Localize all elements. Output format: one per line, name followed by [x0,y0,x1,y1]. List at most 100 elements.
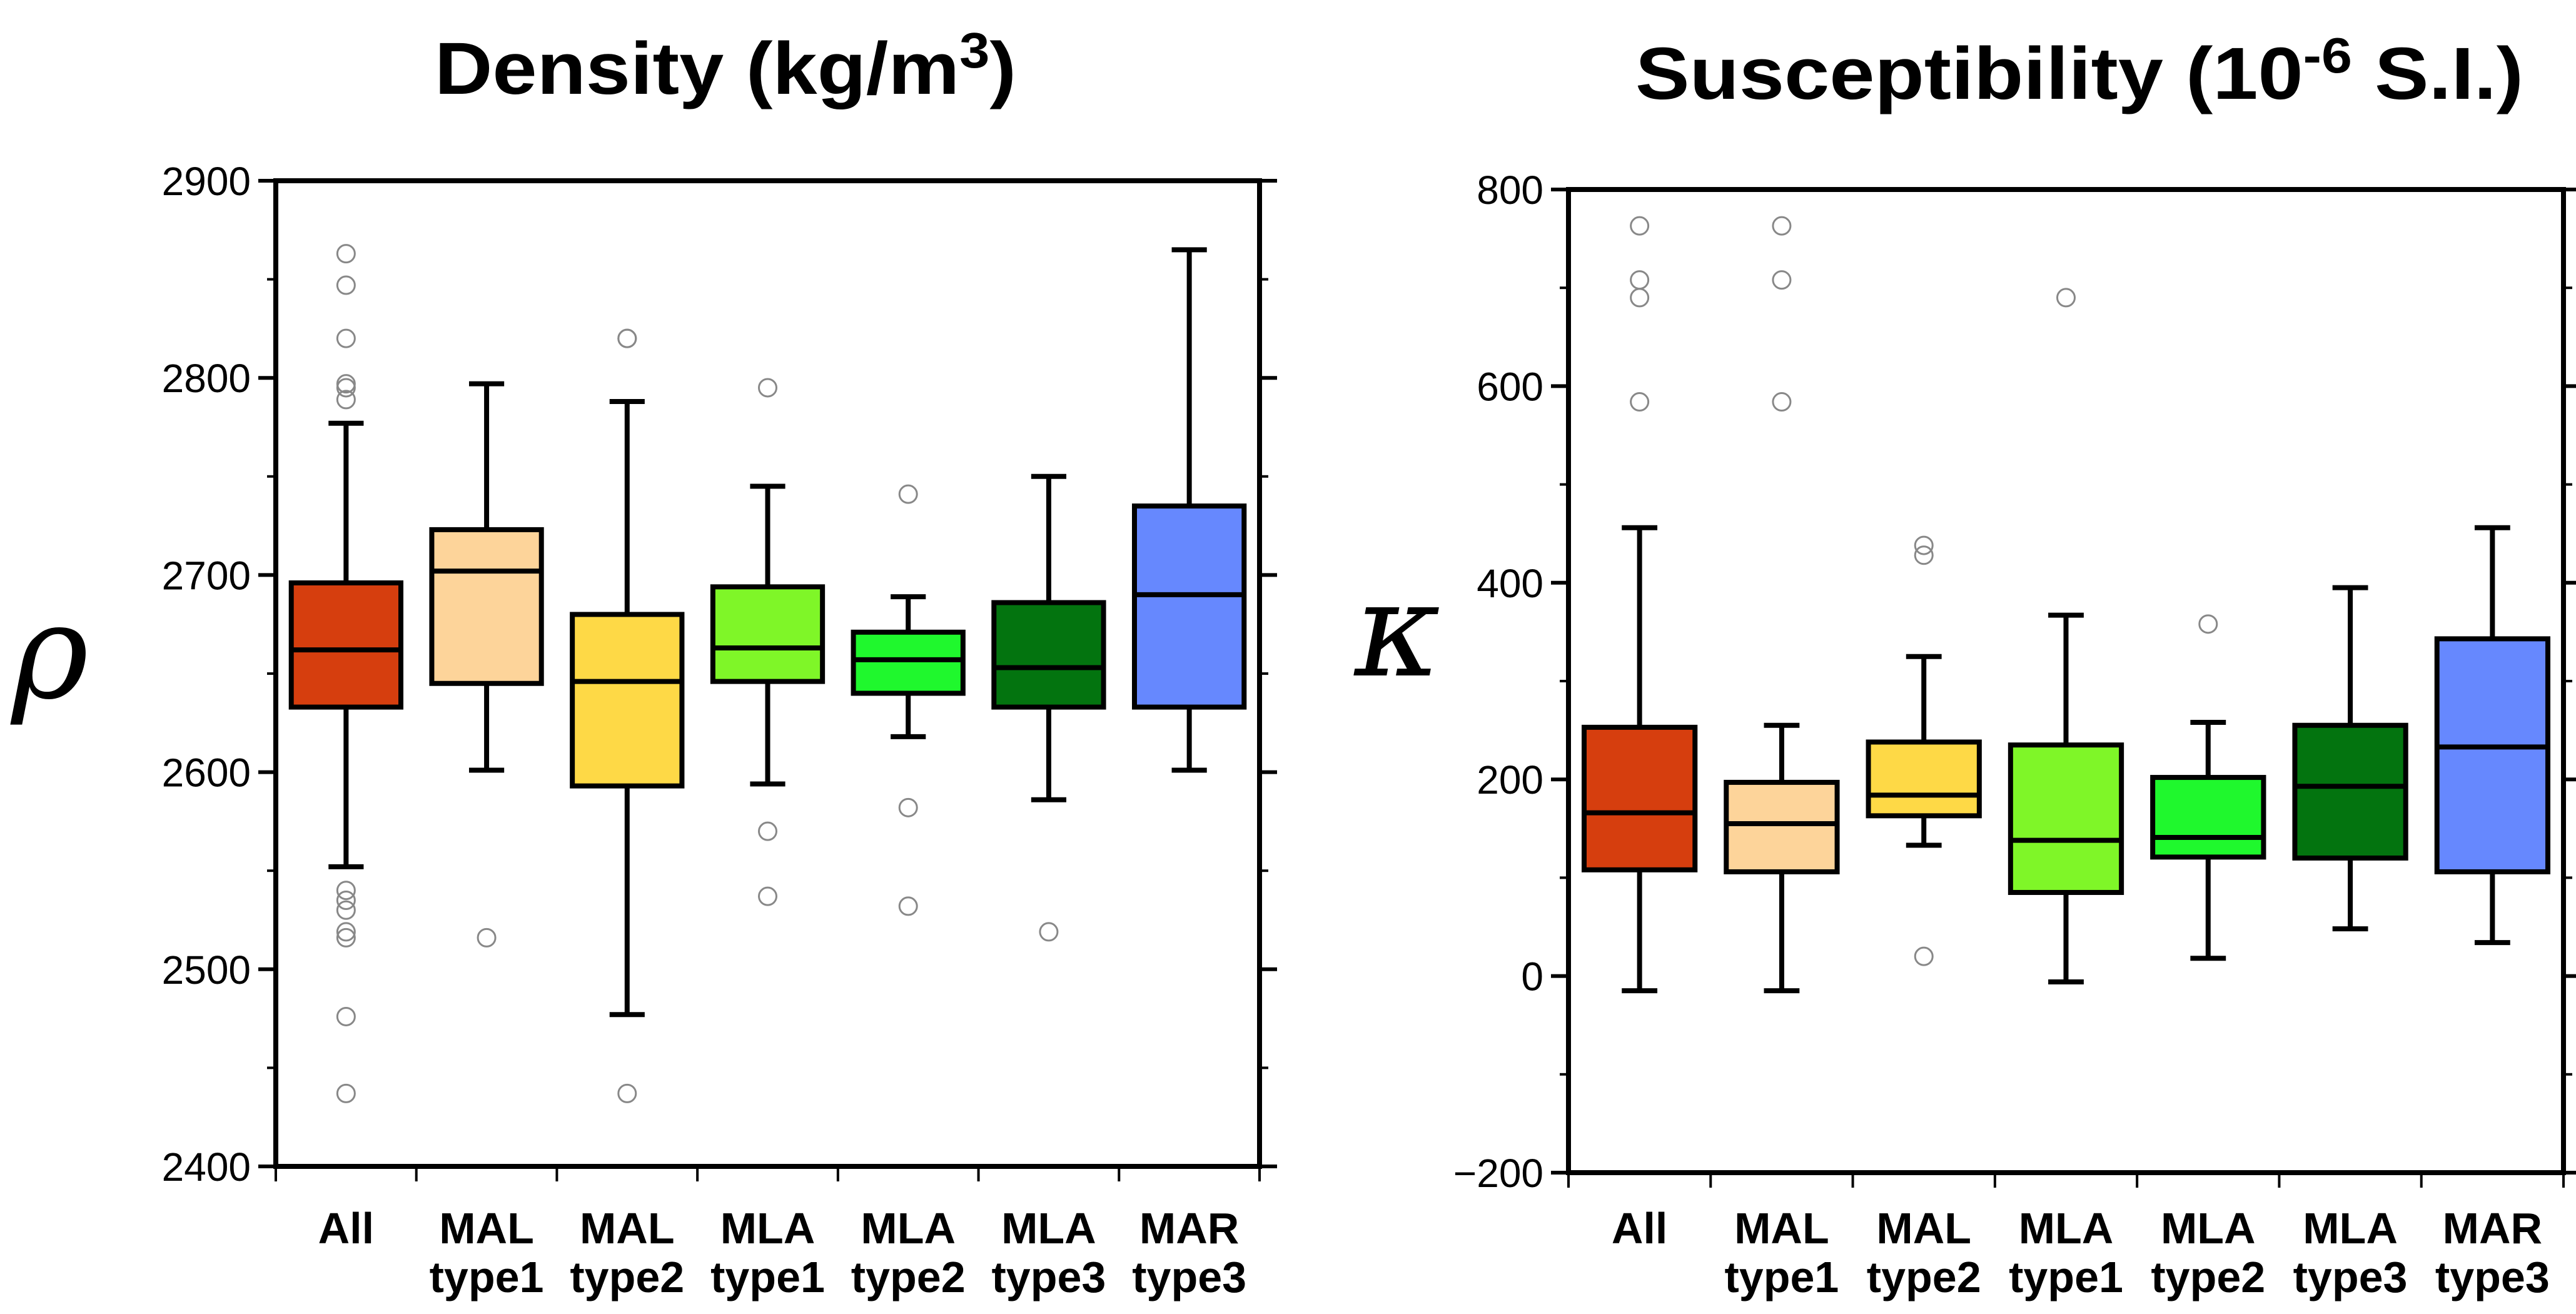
susceptibility-category-label-line2: type2 [2151,1253,2265,1301]
density-category-label-line2: type3 [991,1253,1106,1301]
susceptibility-ytick-label: 400 [1477,561,1543,606]
density-ytick-label: 2700 [162,553,251,598]
box-body [2150,775,2266,860]
outlier-point [758,378,777,398]
susceptibility-ytick-label: −200 [1453,1151,1543,1196]
outlier-point [336,927,356,948]
outlier-point [1630,288,1650,308]
density-box-4 [710,378,826,906]
density-box-6 [991,473,1106,942]
box-body [570,612,685,789]
density-box-5 [851,484,966,916]
density-category-label: MLA [1001,1204,1096,1253]
density-box-3 [570,328,685,1103]
box-body [429,527,544,686]
susceptibility-box-6 [2292,585,2408,932]
outlier-point [477,927,497,948]
outlier-point [1772,392,1792,412]
outlier-point [336,1083,356,1103]
outlier-point [336,890,356,910]
density-category-label-line2: type1 [710,1253,825,1301]
density-ytick-label: 2900 [162,159,251,204]
density-panel: Density (kg/m 3) ρ 2400 2500 2600 2700 2800 29… [10,23,1277,1301]
box-body [1132,503,1247,710]
box-body [2292,722,2408,861]
susceptibility-box-4 [2008,288,2124,985]
density-title: Density (kg/m 3) [435,23,1016,110]
susceptibility-category-label: MLA [2303,1204,2398,1253]
density-category-label: MAL [439,1204,534,1253]
outlier-point [1039,922,1059,942]
density-category-label: MAR [1139,1204,1239,1253]
outlier-point [336,922,356,942]
outlier-point [336,1006,356,1026]
box-body [2008,742,2124,895]
outlier-point [1630,270,1650,290]
susceptibility-panel: Susceptibility (10 -6 S.I.) κ −200 0 200 400… [1353,28,2576,1301]
outlier-point [617,328,637,348]
outlier-point [2198,614,2218,634]
susceptibility-title: Susceptibility (10 -6 S.I.) [1635,28,2523,115]
outlier-point [1630,392,1650,412]
susceptibility-ytick-label: 0 [1521,954,1543,999]
outlier-point [617,1083,637,1103]
outlier-point [1914,946,1934,966]
susceptibility-category-label: MLA [2161,1204,2256,1253]
density-box-7 [1132,247,1247,773]
susceptibility-category-label-line2: type3 [2435,1253,2550,1301]
outlier-point [898,797,918,817]
susceptibility-category-label-line2: type3 [2293,1253,2408,1301]
outlier-point [336,244,356,264]
susceptibility-category-label: MLA [2019,1204,2114,1253]
box-body [851,629,966,696]
susceptibility-ytick-label: 800 [1477,168,1543,213]
box-body [1582,724,1698,872]
susceptibility-box-3 [1866,535,1982,966]
susceptibility-category-label-line2: type2 [1867,1253,1981,1301]
density-category-label-line2: type1 [430,1253,544,1301]
outlier-point [898,484,918,504]
susceptibility-box-1 [1582,216,1698,994]
density-axis-symbol: ρ [10,575,88,729]
density-ytick-label: 2500 [162,948,251,993]
susceptibility-box-5 [2150,614,2266,961]
density-box-1 [288,244,403,1103]
susceptibility-ytick-label: 200 [1477,757,1543,802]
density-category-label-line2: type2 [851,1253,966,1301]
outlier-point [1630,216,1650,236]
susceptibility-box-2 [1724,216,1840,994]
outlier-point [758,886,777,906]
outlier-point [1914,545,1934,565]
density-category-label: MAL [580,1204,675,1253]
box-body [288,580,403,710]
susceptibility-category-label: All [1612,1204,1667,1253]
susceptibility-box-7 [2434,525,2550,946]
outlier-point [336,900,356,920]
density-category-label: MLA [720,1204,816,1253]
outlier-point [336,328,356,348]
susceptibility-category-label: MAR [2443,1204,2542,1253]
density-ytick-label: 2600 [162,750,251,796]
density-category-label-line2: type2 [570,1253,684,1301]
outlier-point [2056,288,2076,308]
susceptibility-axis-symbol: κ [1353,553,1441,707]
density-category-label: All [318,1204,374,1253]
outlier-point [1772,216,1792,236]
outlier-point [336,390,356,410]
density-ytick-label: 2400 [162,1145,251,1190]
outlier-point [1772,270,1792,290]
density-ytick-label: 2800 [162,356,251,401]
outlier-point [1914,535,1934,555]
susceptibility-category-label-line2: type1 [2009,1253,2123,1301]
density-box-2 [429,381,544,948]
outlier-point [336,378,356,398]
box-body [1724,779,1840,874]
density-category-label: MLA [861,1204,956,1253]
box-body [2434,636,2550,874]
outlier-point [898,896,918,916]
box-body [1866,739,1982,819]
susceptibility-category-label: MAL [1734,1204,1829,1253]
box-body [991,600,1106,710]
